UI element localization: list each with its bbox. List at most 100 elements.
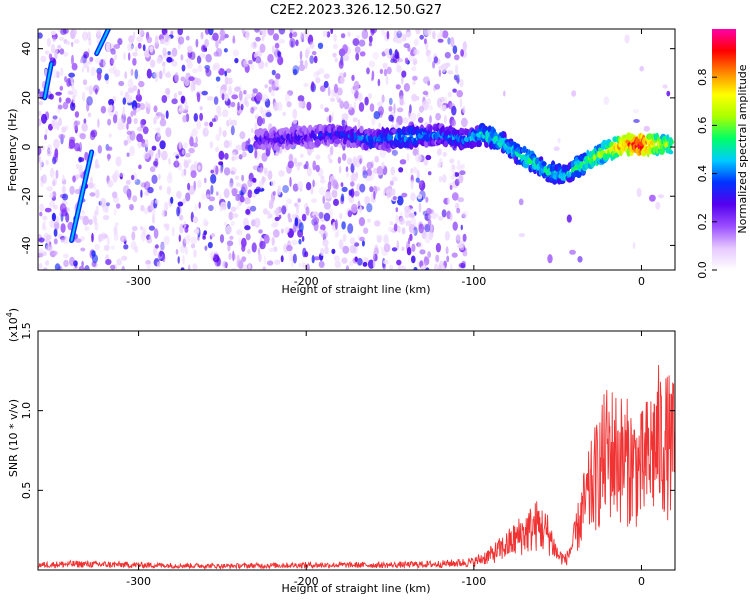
noise-speck — [87, 182, 94, 189]
noise-speck — [461, 117, 468, 128]
snr-scale-base: (x10 — [7, 317, 20, 342]
noise-speck — [166, 174, 173, 184]
noise-speck — [348, 189, 353, 196]
noise-speck — [405, 220, 412, 227]
noise-speck — [412, 80, 416, 86]
noise-speck — [244, 225, 251, 231]
ridge-cell — [620, 145, 625, 154]
noise-speck — [190, 243, 196, 249]
noise-speck — [287, 160, 294, 169]
noise-speck — [362, 257, 369, 263]
noise-speck — [264, 61, 269, 68]
noise-speck — [402, 117, 409, 124]
colorbar-tick-label: 0.0 — [696, 261, 709, 279]
noise-speck — [69, 256, 75, 267]
noise-speck — [149, 46, 154, 53]
noise-speck — [292, 108, 298, 119]
noise-speck — [106, 202, 110, 207]
noise-speck — [388, 114, 394, 122]
noise-speck — [326, 31, 331, 38]
noise-speck — [278, 38, 286, 44]
noise-speck — [258, 229, 263, 234]
noise-speck — [152, 213, 155, 224]
noise-speck — [178, 36, 185, 45]
noise-speck — [183, 220, 187, 229]
noise-speck — [105, 259, 112, 266]
noise-speck — [62, 199, 66, 204]
noise-speck — [42, 251, 47, 257]
noise-speck — [173, 151, 179, 157]
x-tick-label: 0 — [638, 275, 645, 288]
noise-speck — [82, 215, 89, 226]
noise-speck — [69, 185, 75, 195]
noise-speck — [153, 71, 160, 79]
noise-speck — [334, 231, 338, 238]
noise-speck — [96, 29, 102, 37]
noise-speck — [292, 65, 300, 75]
noise-speck — [212, 254, 220, 263]
noise-speck — [320, 175, 325, 181]
streak-core — [95, 29, 110, 55]
noise-speck — [292, 119, 298, 125]
noise-speck — [215, 76, 221, 82]
noise-speck — [432, 84, 437, 92]
noise-speck — [192, 263, 198, 270]
noise-speck — [415, 177, 420, 183]
noise-speck — [312, 179, 315, 188]
noise-speck — [55, 71, 60, 79]
noise-speck — [303, 82, 309, 88]
noise-speck — [199, 106, 203, 111]
noise-speck — [452, 164, 456, 170]
noise-speck — [55, 91, 62, 96]
noise-speck — [412, 58, 418, 65]
noise-speck — [286, 101, 292, 108]
snr-panel: -300 -200 -100 0 0.5 1.0 1.5 Height of straig… — [5, 308, 676, 595]
noise-speck — [362, 170, 368, 179]
noise-speck — [270, 91, 275, 97]
noise-speck — [323, 80, 329, 89]
noise-speck — [314, 181, 318, 187]
noise-speck — [456, 90, 464, 98]
noise-speck — [230, 119, 238, 127]
noise-speck — [155, 112, 163, 117]
noise-speck — [361, 29, 369, 40]
noise-speck — [97, 71, 102, 81]
noise-speck — [379, 148, 387, 158]
noise-speck — [396, 240, 400, 251]
noise-speck — [456, 207, 461, 214]
noise-speck — [66, 207, 70, 212]
noise-speck — [213, 51, 219, 57]
noise-speck — [392, 176, 398, 182]
noise-speck — [306, 166, 312, 177]
noise-speck — [218, 161, 224, 166]
ridge-cell — [346, 139, 350, 148]
noise-speck — [243, 90, 247, 95]
noise-speck — [347, 223, 354, 234]
noise-speck — [430, 224, 433, 233]
noise-speck — [73, 38, 80, 44]
noise-speck — [441, 174, 447, 183]
noise-speck — [84, 226, 91, 232]
noise-speck — [145, 260, 152, 265]
noise-speck — [110, 48, 116, 55]
noise-speck — [381, 161, 385, 170]
ridge-cell — [668, 137, 673, 146]
noise-speck — [407, 237, 411, 245]
noise-speck — [177, 39, 181, 50]
noise-speck — [117, 117, 124, 126]
noise-speck — [317, 42, 324, 49]
noise-speck — [250, 41, 258, 50]
noise-speck — [341, 186, 348, 193]
noise-speck — [411, 243, 416, 252]
noise-speck — [366, 203, 373, 213]
noise-speck — [78, 265, 85, 270]
noise-speck — [297, 198, 301, 203]
noise-speck — [289, 38, 296, 48]
noise-speck — [54, 263, 61, 270]
noise-speck — [393, 223, 398, 232]
noise-speck — [396, 64, 402, 73]
noise-speck — [266, 260, 274, 266]
spectrogram-marks — [38, 29, 675, 270]
noise-speck — [268, 247, 275, 253]
noise-speck — [194, 203, 198, 211]
